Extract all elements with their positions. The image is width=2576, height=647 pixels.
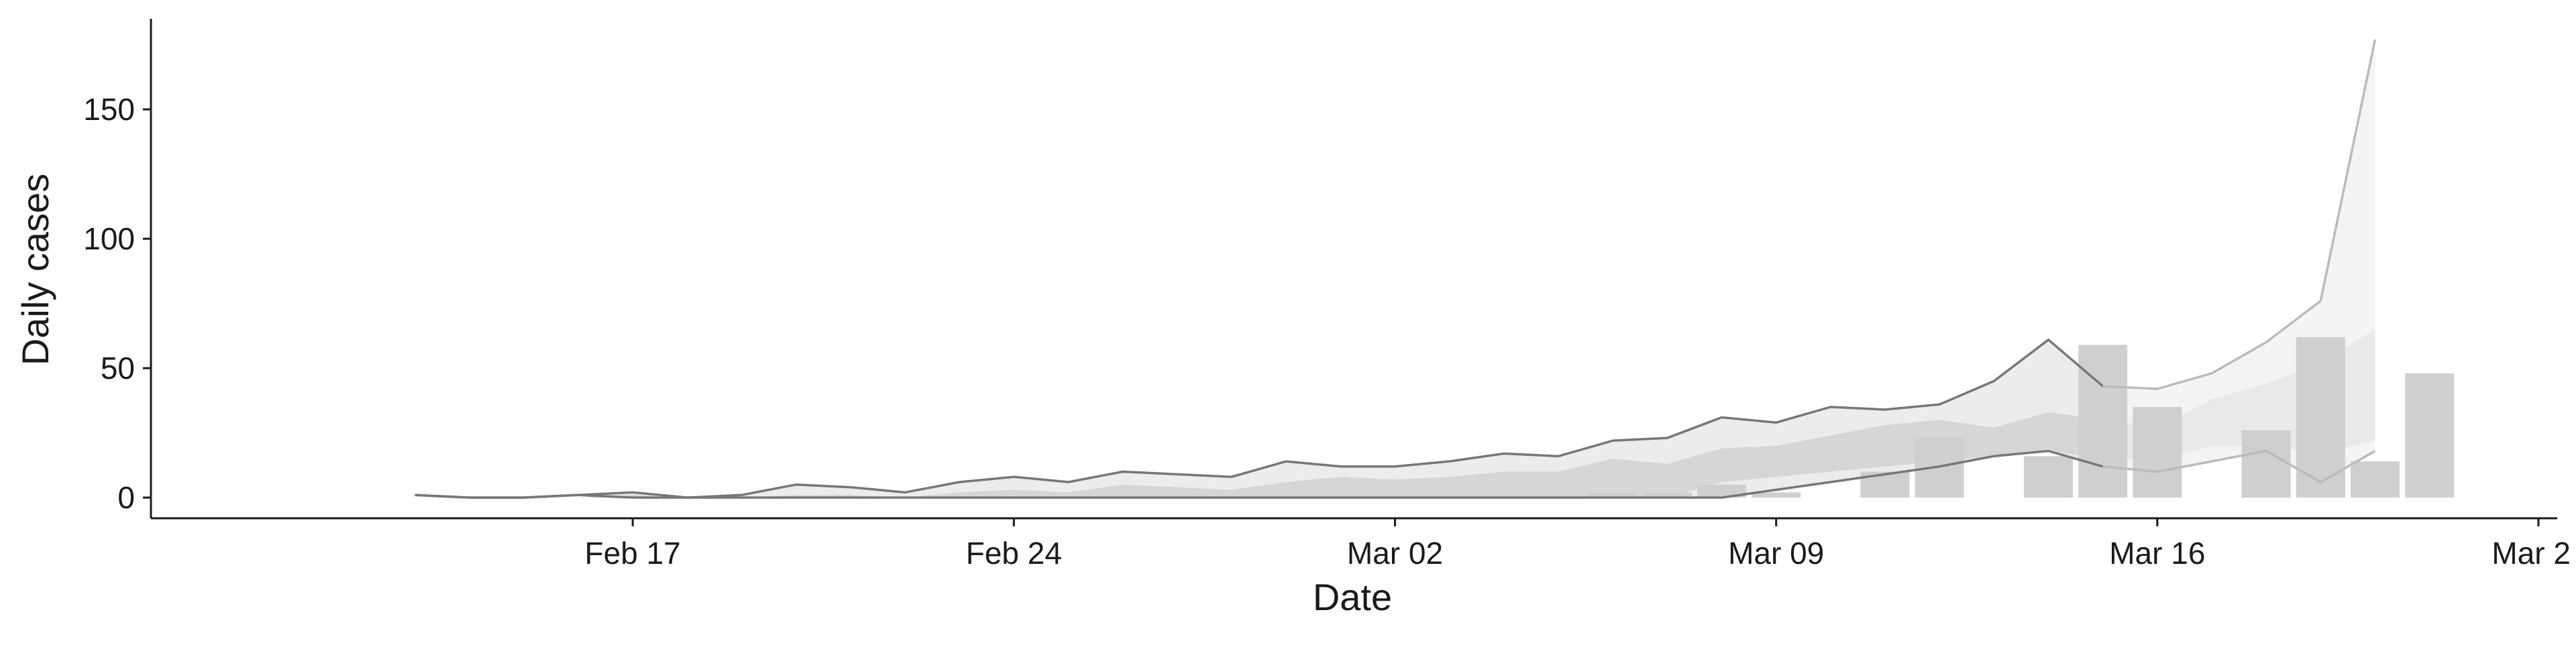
bar-layer bbox=[1588, 337, 2455, 498]
x-tick-label-2: Mar 02 bbox=[1347, 536, 1443, 571]
x-tick-label-1: Feb 24 bbox=[966, 536, 1062, 571]
y-tick-label-100: 100 bbox=[83, 221, 135, 256]
projection-upper-line bbox=[2102, 39, 2377, 390]
bar-2020-03-14 bbox=[2024, 456, 2073, 498]
y-axis-title: Daily cases bbox=[14, 174, 56, 365]
inner-band bbox=[415, 412, 2103, 498]
bar-2020-03-18 bbox=[2241, 430, 2291, 498]
bar-2020-03-20 bbox=[2351, 461, 2400, 498]
x-tick-label-5: Mar 2 bbox=[2491, 536, 2571, 571]
projection-lower-line bbox=[2102, 449, 2376, 484]
x-tick-label-0: Feb 17 bbox=[585, 536, 681, 571]
y-tick-label-0: 0 bbox=[117, 480, 135, 515]
line-layer bbox=[415, 39, 2377, 499]
axis-layer: 0 50 100 150 Feb 17 Feb 24 Mar 02 Mar 09 Mar 16 M… bbox=[83, 19, 2571, 571]
bar-2020-03-19 bbox=[2296, 337, 2345, 498]
bar-2020-03-15 bbox=[2078, 345, 2128, 498]
x-tick-label-4: Mar 16 bbox=[2109, 536, 2205, 571]
outer-band bbox=[415, 339, 2103, 498]
bar-2020-03-21 bbox=[2405, 373, 2455, 498]
bar-2020-03-06 bbox=[1588, 492, 1638, 498]
x-tick-label-3: Mar 09 bbox=[1728, 536, 1824, 571]
bar-2020-03-08 bbox=[1697, 484, 1746, 498]
bar-2020-03-07 bbox=[1642, 492, 1692, 498]
y-tick-label-50: 50 bbox=[101, 351, 135, 386]
y-tick-label-150: 150 bbox=[83, 92, 135, 127]
x-axis-title: Date bbox=[1313, 576, 1392, 618]
bar-2020-03-09 bbox=[1752, 492, 1801, 498]
lower-bound-line bbox=[415, 449, 2104, 499]
bar-2020-03-16 bbox=[2133, 407, 2182, 498]
